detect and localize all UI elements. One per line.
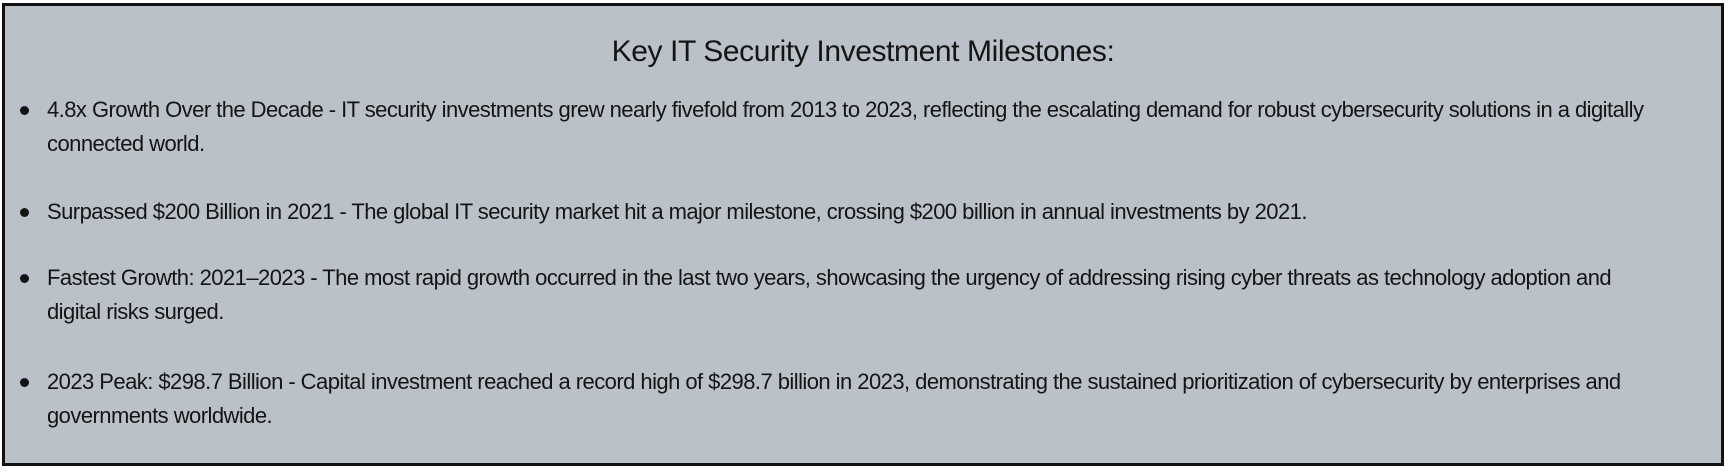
bullet-icon <box>20 106 29 115</box>
list-item-text: 2023 Peak: $298.7 Billion - Capital inve… <box>47 369 1621 428</box>
panel-title: Key IT Security Investment Milestones: <box>611 35 1115 68</box>
bullet-icon <box>20 274 29 283</box>
list-item-text: Fastest Growth: 2021–2023 - The most rap… <box>47 265 1612 324</box>
list-item-text: 4.8x Growth Over the Decade - IT securit… <box>47 97 1644 156</box>
list-item-text: Surpassed $200 Billion in 2021 - The glo… <box>47 199 1307 224</box>
bullet-icon <box>20 208 29 217</box>
milestones-panel: Key IT Security Investment Milestones: 4… <box>2 3 1724 466</box>
bullet-icon <box>20 378 29 387</box>
